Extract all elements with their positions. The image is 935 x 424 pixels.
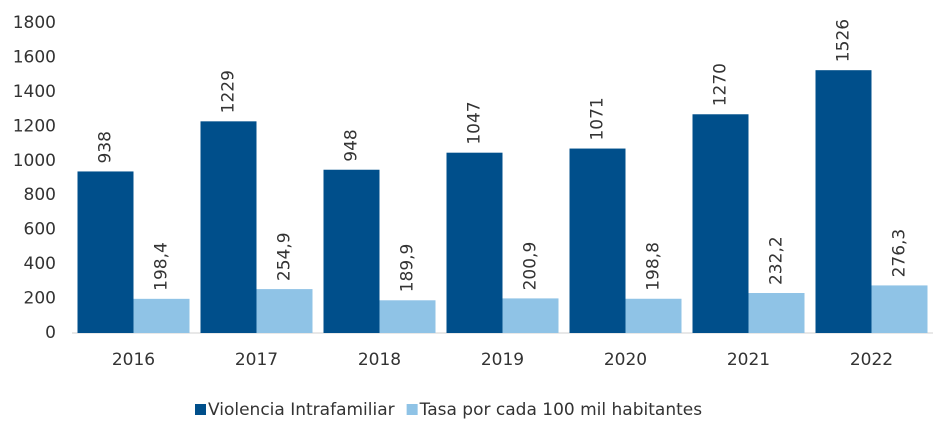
data-label: 198,4 [152,242,172,291]
y-tick-label: 400 [24,254,56,274]
bar [871,285,928,333]
bar [77,171,134,333]
data-label: 1270 [711,63,731,106]
x-tick-label: 2020 [604,350,647,370]
y-tick-label: 1200 [13,116,56,136]
y-tick-label: 1400 [13,82,56,102]
x-tick-label: 2018 [358,350,401,370]
bar [815,70,872,333]
y-tick-label: 0 [45,323,56,343]
data-label: 1526 [834,19,854,62]
y-tick-label: 800 [24,185,56,205]
data-label: 254,9 [275,232,295,281]
bar [569,148,626,333]
bar [200,121,257,333]
y-tick-label: 600 [24,220,56,240]
data-label: 232,2 [767,236,787,285]
data-label: 200,9 [521,242,541,291]
bar [446,152,503,333]
x-tick-label: 2021 [727,350,770,370]
bar [323,169,380,333]
bar [502,298,559,333]
x-tick-label: 2019 [481,350,524,370]
data-label: 189,9 [398,244,418,293]
bar [379,300,436,333]
data-label: 198,8 [644,242,664,291]
data-label: 1047 [465,101,485,144]
x-tick-label: 2017 [235,350,278,370]
bar [256,289,313,333]
data-label: 276,3 [890,229,910,278]
bar [748,293,805,333]
y-tick-label: 1000 [13,151,56,171]
legend-label: Tasa por cada 100 mil habitantes [419,400,703,420]
bar [625,298,682,333]
legend-swatch [195,404,206,415]
y-tick-label: 200 [24,289,56,309]
data-label: 1071 [588,97,608,140]
y-tick-label: 1800 [13,13,56,33]
data-label: 1229 [219,70,239,113]
y-tick-label: 1600 [13,47,56,67]
bar [692,114,749,334]
x-tick-label: 2016 [112,350,155,370]
legend-label: Violencia Intrafamiliar [208,400,395,420]
x-tick-label: 2022 [850,350,893,370]
legend-swatch [406,404,418,415]
bar [133,298,190,333]
data-label: 938 [96,131,116,163]
data-label: 948 [342,129,362,161]
